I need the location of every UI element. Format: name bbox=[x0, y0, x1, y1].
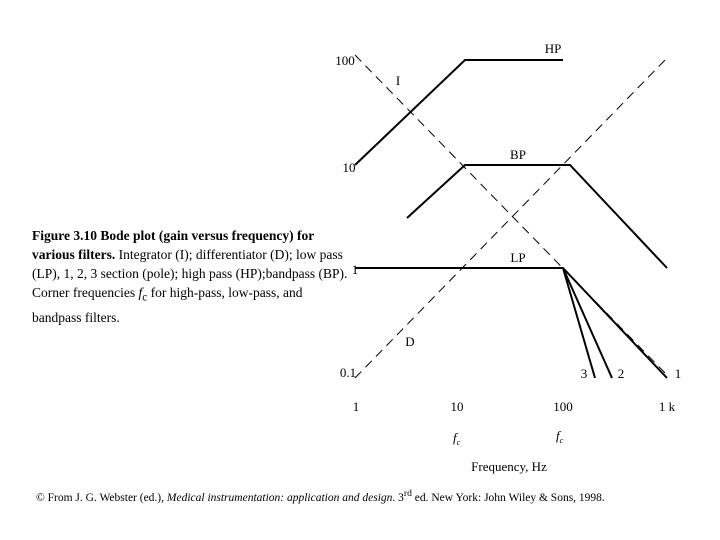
lp-curve-2 bbox=[562, 267, 613, 379]
hp-curve bbox=[354, 59, 563, 166]
corner-symbol: f bbox=[453, 430, 459, 445]
corner-frequency: fc bbox=[556, 428, 564, 445]
caption-title: Figure 3.10 Bode plot (gain versus frequ… bbox=[32, 228, 314, 262]
curves bbox=[354, 59, 668, 379]
y-label: 1 bbox=[352, 262, 359, 277]
curve-label: LP bbox=[510, 250, 525, 265]
lp-curve-1 bbox=[355, 267, 668, 379]
corner-symbol: f bbox=[556, 428, 562, 443]
corner-frequency: fc bbox=[453, 430, 461, 447]
x-title: Frequency, Hz bbox=[471, 459, 547, 474]
y-label: 10 bbox=[343, 160, 356, 175]
footer-lead: © From J. G. Webster (ed.), bbox=[36, 491, 167, 504]
x-label: 1 bbox=[353, 399, 360, 414]
curve-label: 2 bbox=[618, 366, 625, 381]
curve-label: I bbox=[396, 73, 400, 88]
curve-label: BP bbox=[510, 147, 526, 162]
x-label: 1 k bbox=[659, 399, 676, 414]
corner-subscript: c bbox=[457, 438, 461, 447]
curve-label: 3 bbox=[581, 366, 588, 381]
x-label: 10 bbox=[451, 399, 464, 414]
corner-subscript: c bbox=[560, 436, 564, 445]
y-label: 0.1 bbox=[340, 365, 356, 380]
caption: Figure 3.10 Bode plot (gain versus frequ… bbox=[32, 226, 350, 327]
caption-text: Integrator (I); differentiator (D); low … bbox=[32, 247, 348, 300]
lp-curve-3 bbox=[562, 267, 596, 379]
integrator-line bbox=[354, 54, 668, 376]
curve-label: HP bbox=[545, 41, 562, 56]
footer-tail: ed. New York: John Wiley & Sons, 1998. bbox=[411, 491, 605, 504]
caption-tail: for high-pass, low-pass, and bandpass fi… bbox=[32, 285, 303, 325]
y-label: 100 bbox=[335, 53, 355, 68]
footer-book: Medical instrumentation: application and… bbox=[166, 491, 393, 504]
footer-sup: rd bbox=[403, 488, 412, 499]
curve-label: 1 bbox=[675, 366, 682, 381]
bp-curve bbox=[406, 164, 668, 269]
caption-subscript: c bbox=[142, 291, 148, 304]
x-label: 100 bbox=[553, 399, 573, 414]
curve-label: D bbox=[405, 334, 414, 349]
footer: © From J. G. Webster (ed.), Medical inst… bbox=[36, 488, 605, 504]
footer-edition: . 3 bbox=[392, 491, 404, 504]
caption-symbol: f bbox=[138, 285, 143, 300]
